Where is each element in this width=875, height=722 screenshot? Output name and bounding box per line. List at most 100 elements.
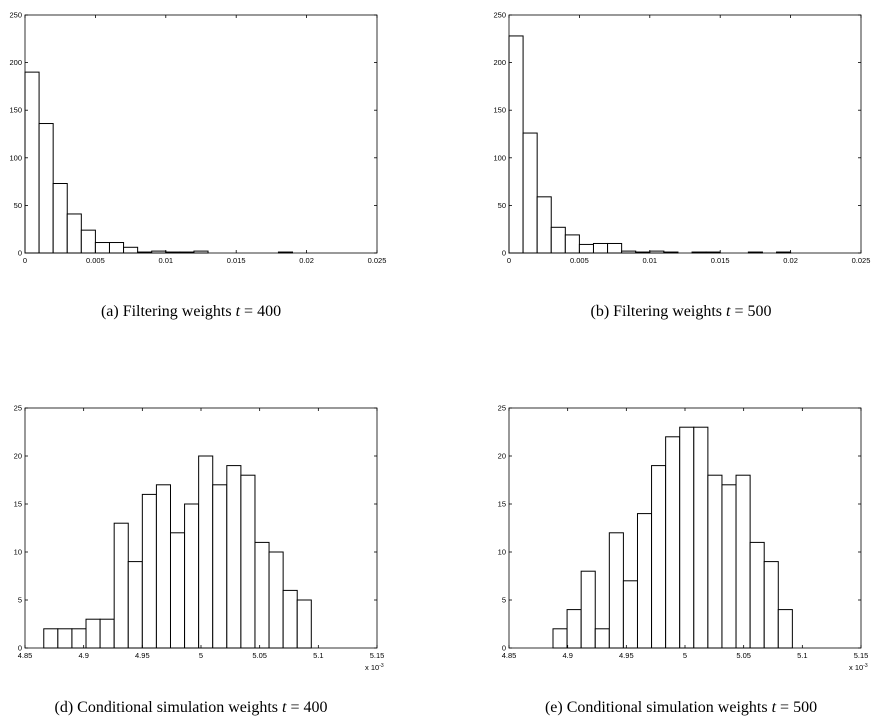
caption-value: 500 [748,303,772,320]
x-tick-label: 5.1 [797,651,807,660]
y-tick-label: 5 [18,596,22,605]
caption-prefix: (a) Filtering weights [101,303,236,320]
y-tick-label: 10 [14,548,22,557]
y-tick-label: 200 [493,58,506,67]
histogram-bar [578,243,594,254]
histogram-bar [550,226,566,254]
caption-equals: = [286,699,303,716]
caption-value: 400 [304,699,328,716]
x-tick-label: 4.9 [562,651,572,660]
x-tick-label: 5 [683,651,687,660]
x-tick-label: 0 [23,256,27,265]
x-tick-label: 0.01 [158,256,173,265]
y-tick-label: 0 [18,644,22,653]
histogram-bar [721,484,737,649]
caption-prefix: (b) Filtering weights [590,303,726,320]
histogram-bar [522,132,538,254]
histogram-bar [80,229,96,254]
y-tick-label: 0 [502,249,506,258]
y-tick-label: 250 [493,11,506,20]
x-tick-label: 0.005 [86,256,105,265]
x-tick-label: 4.85 [502,651,517,660]
caption-prefix: (d) Conditional simulation weights [54,699,282,716]
y-tick-label: 100 [493,153,506,162]
x-exponent-power: -3 [379,663,384,669]
histogram-panel: 0 0.005 0.01 0.015 0.02 0.025 0 50 100 150 200 250 (… [493,11,870,321]
x-tick-label: 0.02 [783,256,798,265]
caption-variable: t [236,303,241,320]
histogram-bar [594,628,610,649]
histogram-panel: 4.85 4.9 4.95 5 5.05 5.1 5.15 0 5 10 15 20 25 x 10-3 (… [14,404,385,717]
histogram-bar [296,599,312,649]
x-exponent-label: x 10-3 [365,663,384,672]
caption-equals: = [730,303,747,320]
histogram-bar [108,242,125,254]
histogram-panel: 4.85 4.9 4.95 5 5.05 5.1 5.15 0 5 10 15 20 25 x 10-3 (… [498,404,869,717]
y-tick-label: 15 [498,500,506,509]
caption-variable: t [726,303,731,320]
histogram-bar [94,242,110,254]
histogram-bar [749,541,765,649]
histogram-bar [268,551,284,649]
histogram-bar [622,580,638,649]
histogram-bar [282,589,298,649]
x-exponent-base: x 10 [365,663,379,672]
histogram-bar [240,474,256,649]
histogram-bar [636,513,653,649]
panel-caption: (e) Conditional simulation weights t = 5… [545,699,817,716]
histogram-bar [608,532,624,649]
caption-variable: t [282,699,287,716]
histogram-bar [184,503,200,649]
histogram-bar [226,465,242,649]
caption-value: 400 [257,303,281,320]
histogram-bar [123,246,139,254]
histogram-bar [707,474,723,649]
panel-caption: (d) Conditional simulation weights t = 4… [54,699,327,716]
y-tick-label: 20 [498,452,506,461]
histogram-bar [580,570,596,649]
histogram-bar [198,455,214,649]
histogram-bar [566,609,582,649]
x-tick-label: 4.95 [619,651,634,660]
histogram-bar [38,123,54,254]
x-tick-label: 5 [199,651,203,660]
histogram-bar [169,532,186,649]
x-tick-label: 5.15 [854,651,869,660]
x-tick-label: 4.85 [18,651,33,660]
x-tick-label: 0.02 [299,256,314,265]
y-tick-label: 20 [14,452,22,461]
histogram-bar [564,234,580,254]
panel-caption: (b) Filtering weights t = 500 [590,303,771,320]
x-tick-label: 5.1 [313,651,323,660]
y-tick-label: 50 [498,201,506,210]
histogram-bar [141,493,157,649]
x-exponent-power: -3 [863,663,868,669]
y-tick-label: 5 [502,596,506,605]
histogram-bar [508,35,524,254]
y-tick-label: 50 [14,201,22,210]
histogram-bar [57,628,73,649]
y-tick-label: 25 [14,404,22,413]
histogram-bar [693,426,709,649]
x-tick-label: 0.015 [711,256,730,265]
caption-equals: = [776,699,793,716]
histogram-bar [127,561,143,649]
histogram-bar [665,436,681,649]
caption-equals: = [240,303,257,320]
histogram-bar [99,618,115,649]
histogram-bar [85,618,101,649]
y-tick-label: 10 [498,548,506,557]
x-tick-label: 0 [507,256,511,265]
histogram-bar [735,474,751,649]
y-tick-label: 25 [498,404,506,413]
y-tick-label: 150 [9,106,22,115]
y-tick-label: 0 [502,644,506,653]
x-exponent-base: x 10 [849,663,863,672]
x-tick-label: 0.015 [227,256,246,265]
histogram-bar [24,71,40,254]
histogram-bar [777,609,793,649]
x-tick-label: 0.025 [852,256,871,265]
x-exponent-label: x 10-3 [849,663,868,672]
x-tick-label: 4.95 [135,651,150,660]
